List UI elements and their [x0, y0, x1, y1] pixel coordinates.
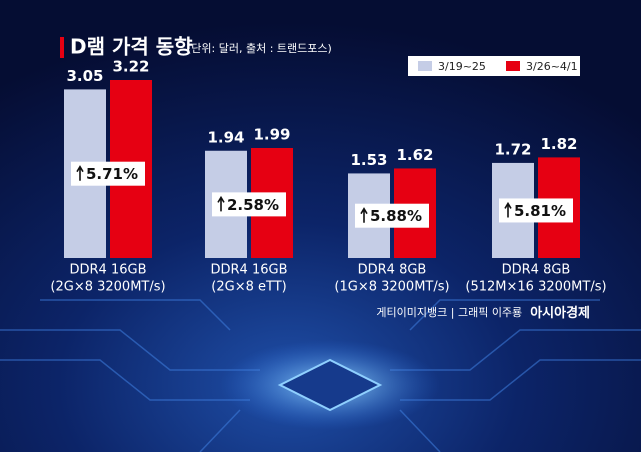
- value-label: 1.53: [350, 151, 387, 169]
- change-label: 5.88%: [370, 207, 422, 225]
- x-tick-label: DDR4 8GB: [358, 263, 427, 278]
- value-label: 3.22: [112, 58, 149, 76]
- change-label: 5.81%: [514, 202, 566, 220]
- up-arrow: [504, 201, 512, 218]
- legend-label: 3/26~4/1: [526, 60, 578, 73]
- change-label: 5.71%: [86, 165, 138, 183]
- circuit-lines: [0, 299, 641, 452]
- chart-subtitle: (단위: 달러, 출처 : 트랜드포스): [187, 42, 332, 55]
- x-tick-label: (2G×8 eTT): [211, 280, 286, 295]
- value-label: 3.05: [66, 67, 103, 85]
- x-tick-label: (1G×8 3200MT/s): [334, 280, 449, 295]
- chart-title: D램 가격 동향: [70, 35, 193, 59]
- change-box: [355, 203, 429, 228]
- x-tick-label: DDR4 8GB: [502, 263, 571, 278]
- credit: 게티이미지뱅크 | 그래픽 이주룡 아시아경제: [376, 305, 590, 321]
- brand: 아시아경제: [530, 305, 590, 321]
- change-box: [71, 161, 145, 186]
- x-tick-label: DDR4 16GB: [211, 263, 288, 278]
- x-tick-label: (2G×8 3200MT/s): [50, 280, 165, 295]
- up-arrow: [217, 195, 225, 212]
- change-box: [499, 198, 573, 223]
- legend: [408, 56, 580, 76]
- value-label: 1.72: [494, 140, 531, 158]
- change-box: [212, 192, 286, 217]
- title-marker: [60, 37, 64, 58]
- value-label: 1.99: [253, 125, 290, 143]
- legend-label: 3/19~25: [438, 60, 486, 73]
- credit-text: 게티이미지뱅크 | 그래픽 이주룡: [376, 306, 522, 319]
- x-tick-label: DDR4 16GB: [70, 263, 147, 278]
- up-arrow: [76, 165, 84, 181]
- legend-swatch: [418, 61, 432, 71]
- value-label: 1.82: [540, 135, 577, 153]
- value-label: 1.94: [207, 128, 244, 146]
- x-tick-label: (512M×16 3200MT/s): [465, 280, 606, 295]
- value-label: 1.62: [396, 146, 433, 164]
- change-label: 2.58%: [227, 196, 279, 214]
- up-arrow: [360, 207, 368, 223]
- chip: [277, 358, 383, 412]
- legend-swatch: [506, 61, 520, 71]
